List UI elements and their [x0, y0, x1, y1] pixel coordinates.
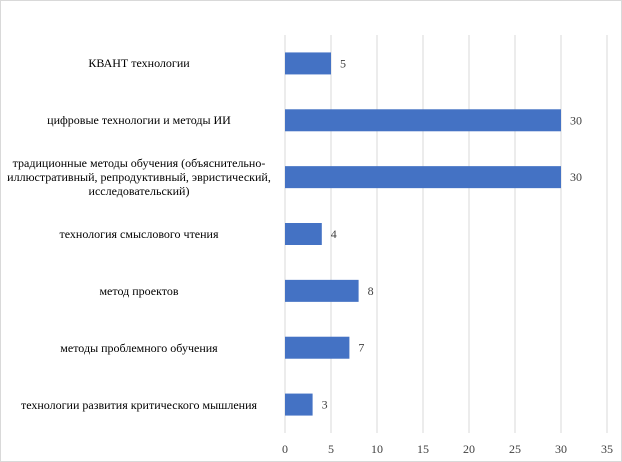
bar	[285, 279, 359, 302]
data-label: 4	[331, 227, 337, 241]
bar	[285, 393, 313, 416]
data-label: 30	[570, 170, 582, 184]
category-label: традиционные методы обучения (объяснител…	[7, 156, 271, 199]
category-label: цифровые технологии и методы ИИ	[47, 113, 231, 128]
x-tick-label: 5	[328, 442, 334, 456]
x-tick-label: 10	[371, 442, 383, 456]
data-label: 5	[340, 56, 346, 70]
category-label: КВАНТ технологии	[88, 56, 190, 71]
data-label: 7	[358, 341, 364, 355]
category-label: технология смыслового чтения	[59, 227, 219, 241]
x-tick-label: 20	[463, 442, 475, 456]
data-label: 3	[322, 398, 328, 412]
bar	[285, 336, 350, 359]
x-tick-label: 0	[282, 442, 288, 456]
grid-lines	[284, 35, 608, 433]
category-label: методы проблемного обучения	[60, 340, 218, 355]
value-labels: 5 30 30 4 8 7 3	[322, 56, 582, 411]
bar	[285, 52, 331, 75]
x-tick-label: 25	[509, 442, 521, 456]
category-label: технологии развития критического мышлени…	[20, 397, 258, 412]
x-tick-label: 15	[417, 442, 429, 456]
x-axis-ticks: 0 5 10 15 20 25 30 35	[282, 442, 613, 456]
x-tick-label: 30	[555, 442, 567, 456]
category-label: метод проектов	[99, 283, 179, 298]
x-tick-label: 35	[601, 442, 613, 456]
bar	[285, 166, 561, 189]
bar	[285, 109, 561, 132]
bar	[285, 223, 322, 245]
data-label: 30	[570, 113, 582, 127]
bars	[285, 52, 561, 416]
data-label: 8	[368, 284, 374, 298]
